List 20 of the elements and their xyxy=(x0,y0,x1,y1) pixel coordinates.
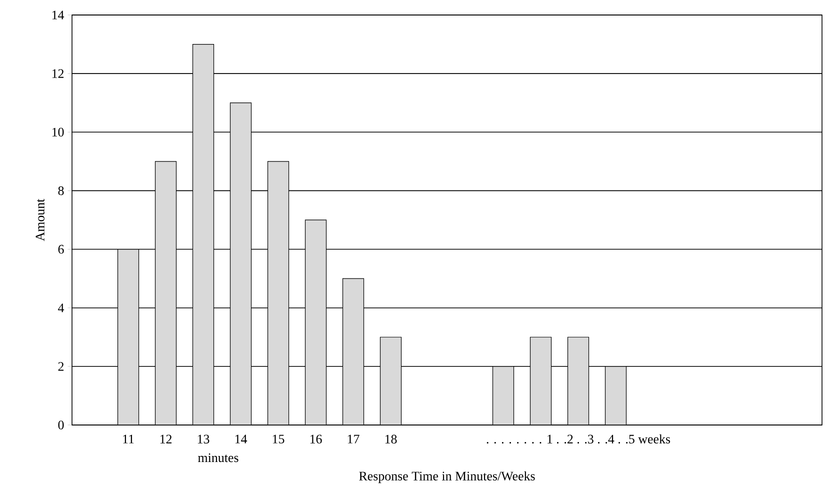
x-tick-label: 16 xyxy=(310,434,322,444)
y-tick-label: 14 xyxy=(52,10,64,20)
x-tick-label: 14 xyxy=(235,434,248,444)
x-tick-label: 13 xyxy=(198,434,210,444)
y-tick-label: 12 xyxy=(52,69,64,78)
y-tick-label: 10 xyxy=(52,128,64,136)
text: minutes xyxy=(198,453,238,462)
x-tick-label: 17 xyxy=(348,434,360,444)
y-tick-label: 4 xyxy=(58,304,64,312)
x-tick-label: 18 xyxy=(385,434,397,444)
text: . . . . . . . . 1 . .2 . .3 . .4 . .5 weeks xyxy=(486,434,670,444)
x-tick-label: 11 xyxy=(123,434,134,444)
y-tick-label: 2 xyxy=(58,362,64,371)
y-axis-title: Amount xyxy=(36,198,44,242)
x-tick-label: 15 xyxy=(272,434,284,444)
y-tick-label: 6 xyxy=(58,244,64,254)
y-tick-label: 8 xyxy=(58,186,64,196)
x-axis-title: Response Time in Minutes/Weeks xyxy=(359,471,535,484)
x-tick-label: 12 xyxy=(160,434,172,444)
y-tick-label: 0 xyxy=(58,420,64,430)
